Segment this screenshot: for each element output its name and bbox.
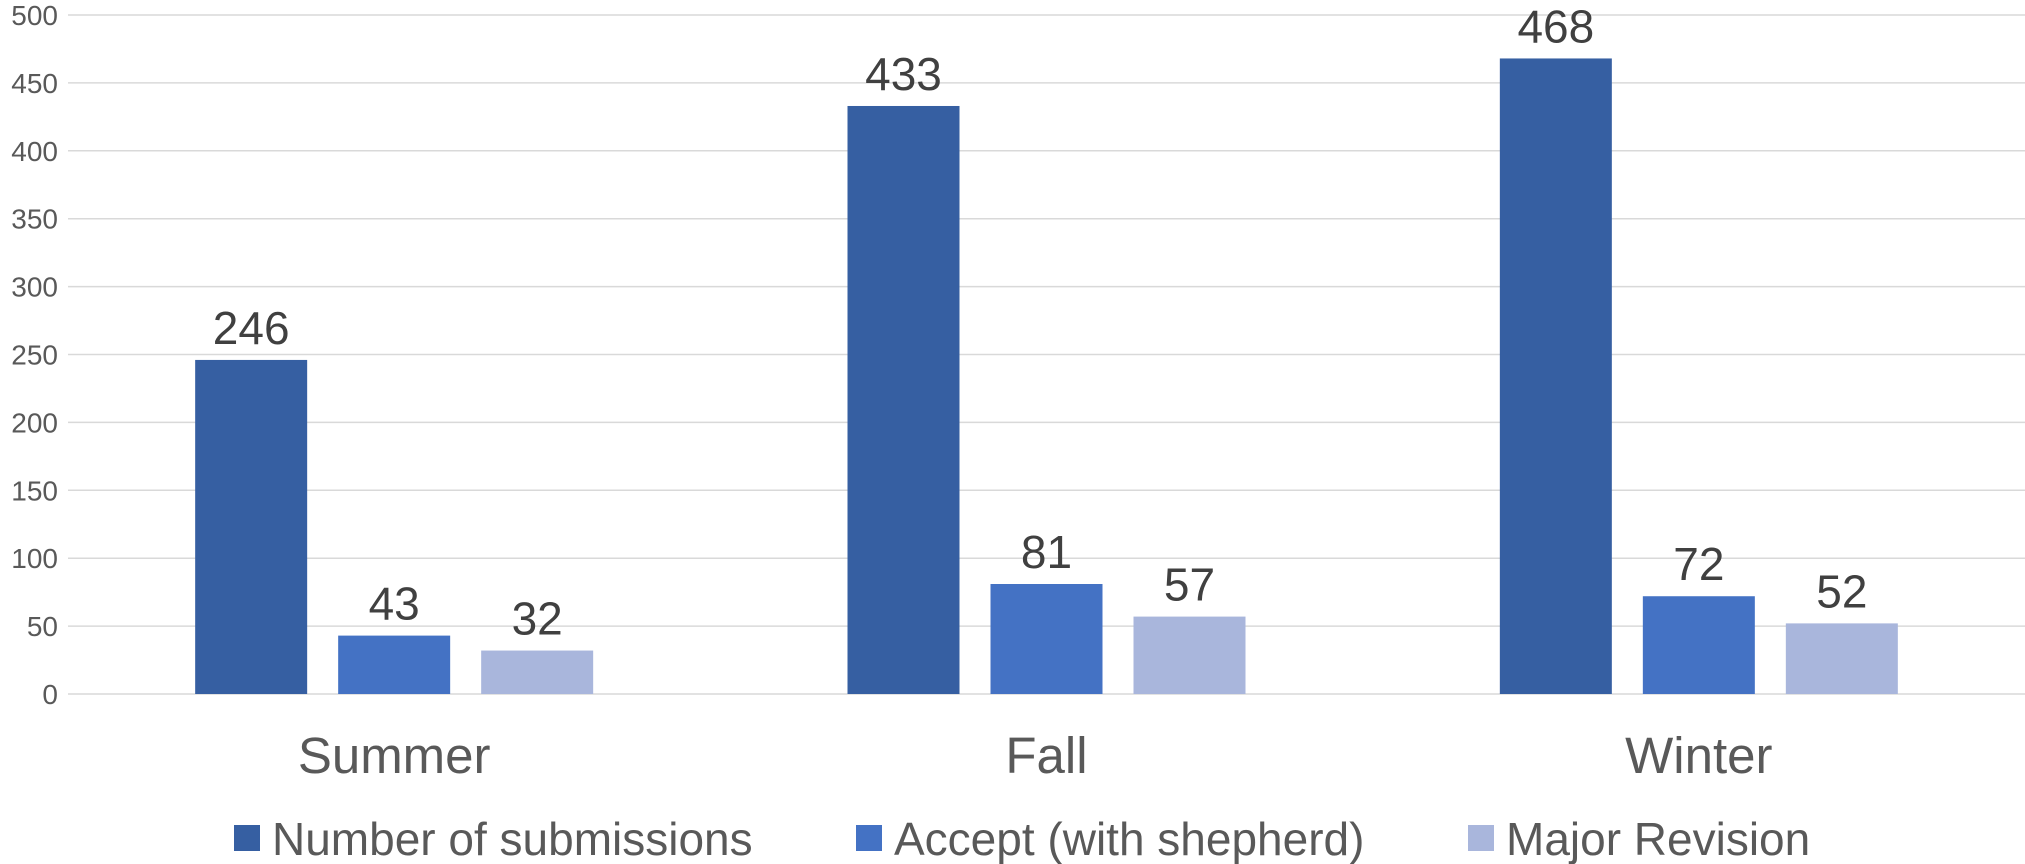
data-labels: 246 43 32 433 81 57 468 72 52 [213,0,1868,644]
data-label: 52 [1816,565,1867,617]
data-label: 72 [1673,538,1724,590]
x-category-label: Winter [1625,727,1772,784]
bar-summer-1 [195,359,308,694]
y-tick-label: 400 [11,136,58,167]
data-label: 32 [512,593,563,645]
legend: Number of submissions Accept (with shephe… [234,813,1810,864]
bar-fall-2 [990,584,1103,694]
y-tick-label: 200 [11,407,58,438]
data-label: 43 [369,578,420,630]
y-tick-label: 0 [42,679,58,710]
y-tick-label: 500 [11,0,58,31]
y-tick-label: 100 [11,543,58,574]
y-tick-label: 350 [11,204,58,235]
legend-swatch [234,825,260,851]
data-label: 81 [1021,526,1072,578]
legend-swatch [1468,825,1494,851]
bar-winter-2 [1642,596,1755,694]
data-label: 57 [1164,559,1215,611]
data-label: 246 [213,302,290,354]
y-tick-label: 150 [11,475,58,506]
bar-fall-3 [1133,616,1246,694]
legend-swatch [856,825,882,851]
bar-fall-1 [847,105,960,694]
y-tick-label: 450 [11,68,58,99]
x-category-label: Summer [298,727,491,784]
x-axis: Summer Fall Winter [298,727,1773,784]
y-axis: 0 50 100 150 200 250 300 350 400 450 500 [11,0,58,710]
data-label: 468 [1517,0,1594,52]
bars [195,58,1898,695]
bar-summer-3 [481,650,594,694]
legend-label: Major Revision [1506,813,1810,864]
bar-summer-2 [338,635,451,694]
y-tick-label: 50 [27,611,58,642]
bar-winter-1 [1499,58,1612,695]
legend-label: Accept (with shepherd) [894,813,1364,864]
data-label: 433 [865,48,942,100]
legend-label: Number of submissions [272,813,753,864]
gridlines [68,14,2025,695]
x-category-label: Fall [1005,727,1087,784]
bar-winter-3 [1785,623,1898,694]
y-tick-label: 250 [11,340,58,371]
y-tick-label: 300 [11,272,58,303]
